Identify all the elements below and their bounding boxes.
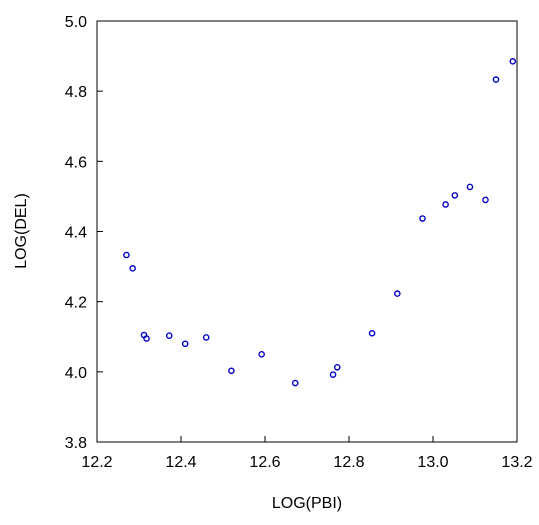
x-axis: 12.2 12.4 12.6 12.8 13.0 13.2 <box>81 436 533 471</box>
data-points <box>123 58 517 387</box>
data-point <box>419 215 426 222</box>
y-tick-label: 3.8 <box>65 435 87 452</box>
x-tick-label: 12.6 <box>249 454 280 471</box>
y-tick-label: 4.8 <box>65 84 87 101</box>
data-point <box>143 335 150 342</box>
y-axis: 3.8 4.0 4.2 4.4 4.6 4.8 5.0 <box>65 14 103 452</box>
data-point <box>368 329 376 337</box>
data-point <box>123 251 130 259</box>
x-tick-label: 12.2 <box>81 454 112 471</box>
x-tick-label: 13.2 <box>501 454 532 471</box>
y-tick-label: 4.6 <box>65 154 87 171</box>
data-point <box>165 332 173 339</box>
data-point <box>202 334 210 341</box>
y-tick-label: 5.0 <box>65 14 87 31</box>
y-tick-label: 4.2 <box>65 295 87 312</box>
data-point <box>466 183 474 191</box>
y-tick-label: 4.4 <box>65 225 87 242</box>
y-tick-label: 4.0 <box>65 365 87 382</box>
data-point <box>442 201 449 208</box>
data-point <box>258 350 265 358</box>
y-axis-title: LOG(DEL) <box>13 193 30 269</box>
data-point <box>509 58 517 65</box>
data-point <box>333 363 341 371</box>
data-point <box>451 192 459 199</box>
data-point <box>482 196 489 204</box>
data-point <box>329 371 337 378</box>
x-tick-label: 12.4 <box>165 454 196 471</box>
plot-frame <box>96 20 518 443</box>
data-point <box>291 379 299 387</box>
x-tick-label: 12.8 <box>333 454 364 471</box>
x-tick-label: 13.0 <box>417 454 448 471</box>
x-axis-title: LOG(PBI) <box>272 495 342 512</box>
data-point <box>492 76 500 83</box>
data-point <box>228 367 235 375</box>
data-point <box>129 265 136 272</box>
data-point <box>181 340 189 348</box>
data-point <box>393 290 401 297</box>
